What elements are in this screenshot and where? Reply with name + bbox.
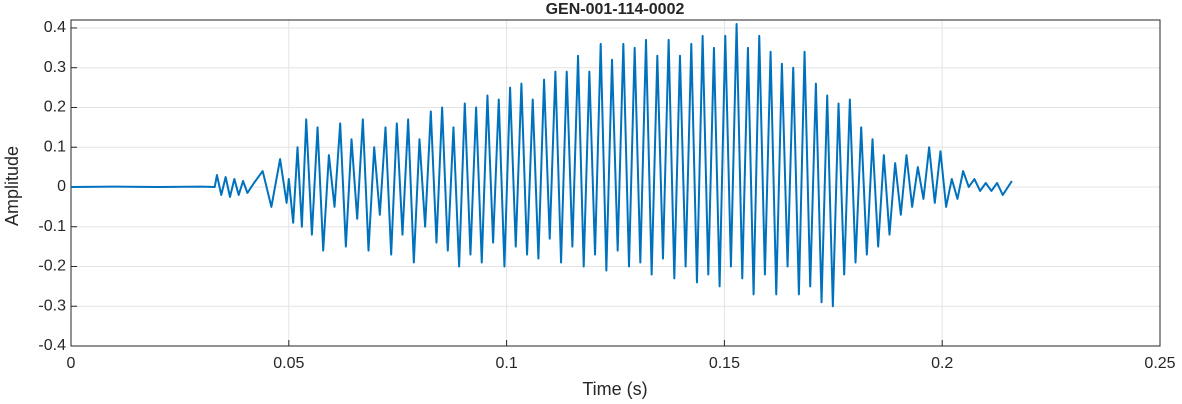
y-tick-label: -0.3 bbox=[38, 297, 66, 314]
y-tick-label: 0 bbox=[57, 178, 66, 195]
waveform-line bbox=[71, 22, 1013, 308]
x-tick-label: 0.25 bbox=[1144, 355, 1175, 372]
chart-title: GEN-001-114-0002 bbox=[546, 1, 685, 18]
y-tick-label: 0.1 bbox=[44, 138, 66, 155]
x-axis-label: Time (s) bbox=[582, 379, 647, 399]
x-tick-label: 0 bbox=[67, 355, 76, 372]
y-axis-label: Amplitude bbox=[2, 146, 22, 226]
y-tick-label: 0.4 bbox=[44, 19, 66, 36]
x-tick-label: 0.05 bbox=[273, 355, 304, 372]
y-tick-label: 0.2 bbox=[44, 99, 66, 116]
y-tick-label: -0.4 bbox=[38, 337, 66, 354]
x-tick-label: 0.15 bbox=[709, 355, 740, 372]
axes-box bbox=[70, 19, 1161, 347]
y-tick-label: 0.3 bbox=[44, 59, 66, 76]
x-tick-label: 0.2 bbox=[931, 355, 953, 372]
x-tick-label: 0.1 bbox=[495, 355, 517, 372]
y-tick-label: -0.2 bbox=[38, 258, 66, 275]
y-tick-label: -0.1 bbox=[38, 218, 66, 235]
